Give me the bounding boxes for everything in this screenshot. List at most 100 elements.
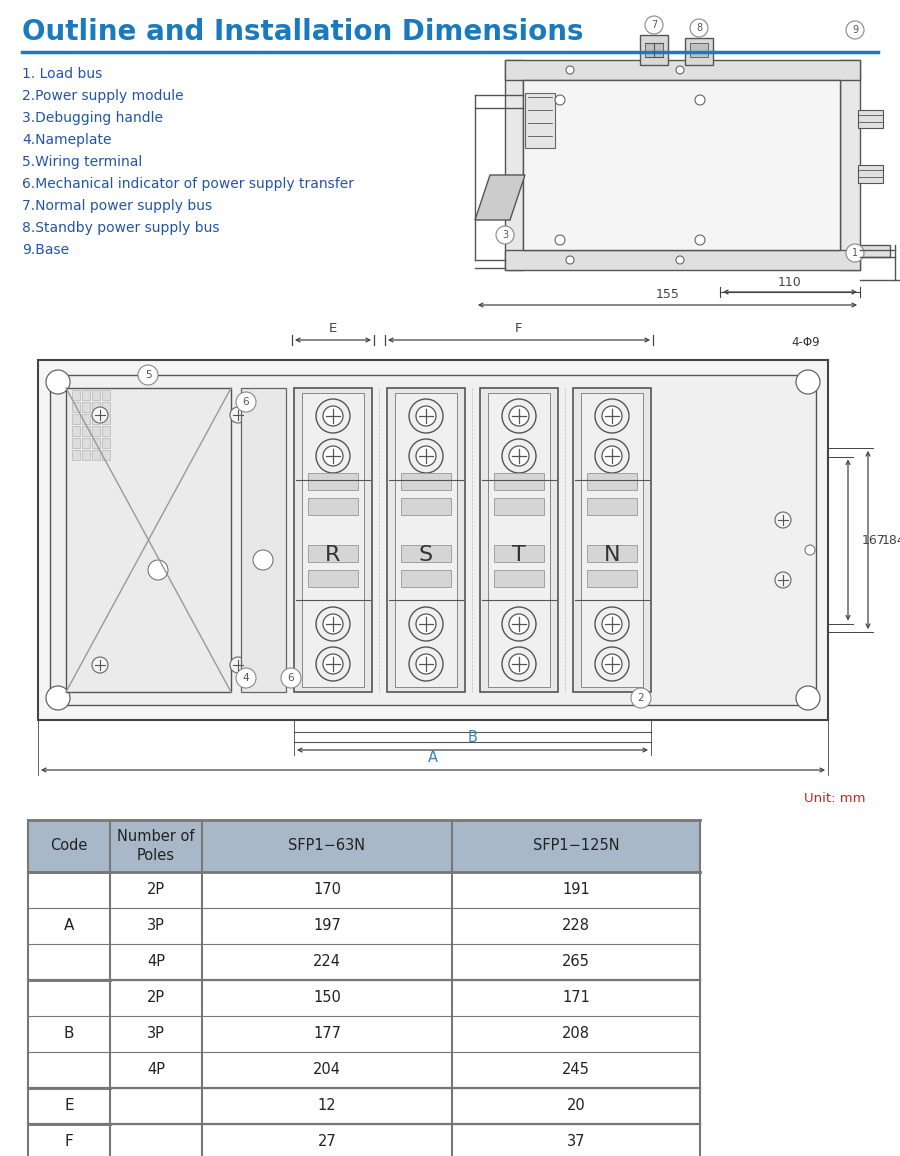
Bar (488, 393, 550, 687)
Circle shape (775, 572, 791, 588)
Text: 12: 12 (318, 1098, 337, 1113)
Bar (92, 390, 100, 400)
Bar (505, 60, 860, 80)
Bar (645, 43, 663, 57)
Text: 4-Φ9: 4-Φ9 (791, 335, 820, 348)
Circle shape (236, 668, 256, 688)
Circle shape (595, 439, 629, 473)
Circle shape (566, 255, 574, 264)
Text: 6: 6 (288, 673, 294, 683)
Text: 8: 8 (696, 23, 702, 34)
Circle shape (509, 406, 529, 427)
Text: 2.Power supply module: 2.Power supply module (22, 89, 184, 103)
Text: A: A (64, 919, 74, 934)
Circle shape (496, 227, 514, 244)
Bar (494, 473, 544, 490)
Circle shape (138, 365, 158, 385)
Circle shape (796, 370, 820, 394)
Circle shape (92, 407, 108, 423)
Circle shape (253, 550, 273, 570)
Circle shape (230, 407, 246, 423)
Bar (102, 390, 110, 400)
Bar (587, 570, 637, 587)
Circle shape (416, 654, 436, 674)
Bar (387, 388, 465, 692)
Circle shape (281, 668, 301, 688)
Bar (82, 450, 90, 460)
Circle shape (323, 614, 343, 633)
Circle shape (595, 647, 629, 681)
Circle shape (695, 95, 705, 105)
Text: 7: 7 (651, 20, 657, 30)
Bar (587, 473, 637, 490)
Bar (302, 393, 364, 687)
Text: SFP1−63N: SFP1−63N (288, 838, 365, 853)
Circle shape (509, 654, 529, 674)
Text: 5.Wiring terminal: 5.Wiring terminal (22, 155, 142, 169)
Bar (50, 375, 816, 705)
Text: 2: 2 (638, 692, 644, 703)
Circle shape (555, 95, 565, 105)
Text: 20: 20 (567, 1098, 585, 1113)
Bar (401, 498, 451, 516)
Bar (494, 498, 544, 516)
Bar (308, 570, 358, 587)
Circle shape (595, 399, 629, 434)
Text: 9: 9 (852, 25, 858, 35)
Bar (523, 80, 840, 250)
Text: 3P: 3P (147, 1027, 165, 1042)
Circle shape (509, 614, 529, 633)
Circle shape (645, 16, 663, 34)
Text: 197: 197 (313, 919, 341, 934)
Text: 5: 5 (145, 370, 151, 380)
Text: E: E (64, 1098, 74, 1113)
Circle shape (46, 370, 70, 394)
Text: 224: 224 (313, 955, 341, 970)
Text: 2P: 2P (147, 882, 165, 897)
Text: 6: 6 (243, 397, 249, 407)
Circle shape (316, 439, 350, 473)
Circle shape (409, 439, 443, 473)
Bar (573, 388, 651, 692)
Circle shape (416, 614, 436, 633)
Text: 7.Normal power supply bus: 7.Normal power supply bus (22, 199, 212, 213)
Bar (858, 165, 883, 183)
Text: 265: 265 (562, 955, 590, 970)
Bar (102, 450, 110, 460)
Text: 184: 184 (882, 534, 900, 547)
Bar (82, 427, 90, 436)
Circle shape (316, 647, 350, 681)
Bar (480, 388, 558, 692)
Bar (92, 402, 100, 412)
Text: 3: 3 (502, 230, 508, 240)
Circle shape (555, 235, 565, 245)
Bar (102, 402, 110, 412)
Text: 27: 27 (318, 1134, 337, 1149)
Text: R: R (325, 544, 341, 565)
Circle shape (409, 607, 443, 640)
Text: Number of
Poles: Number of Poles (117, 829, 194, 862)
Circle shape (775, 512, 791, 528)
Text: 171: 171 (562, 991, 590, 1006)
Circle shape (323, 446, 343, 466)
Bar (505, 250, 860, 271)
Circle shape (409, 399, 443, 434)
Circle shape (323, 406, 343, 427)
Circle shape (502, 399, 536, 434)
Text: 4P: 4P (147, 1062, 165, 1077)
Text: SFP1−125N: SFP1−125N (533, 838, 619, 853)
Bar (505, 60, 523, 271)
Circle shape (602, 446, 622, 466)
Bar (82, 414, 90, 424)
Text: 2P: 2P (147, 991, 165, 1006)
Bar (294, 388, 372, 692)
Circle shape (316, 399, 350, 434)
Bar (581, 393, 643, 687)
Text: 3.Debugging handle: 3.Debugging handle (22, 111, 163, 125)
Bar (72, 414, 80, 424)
Circle shape (602, 654, 622, 674)
Bar (28, 820, 700, 872)
Bar (587, 544, 637, 562)
Bar (587, 498, 637, 516)
Circle shape (846, 244, 864, 262)
